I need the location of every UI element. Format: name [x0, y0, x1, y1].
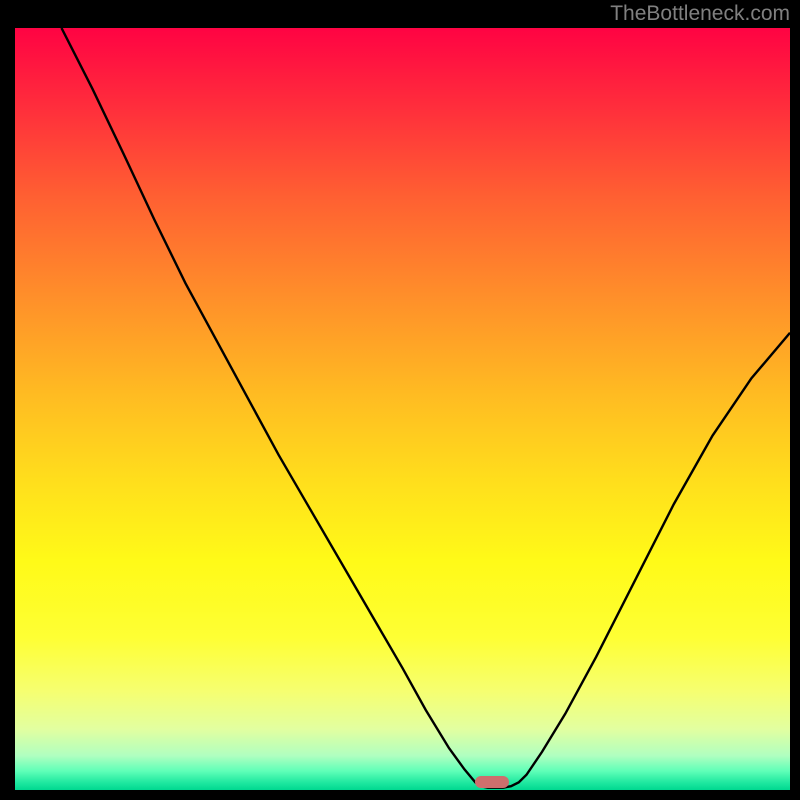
- chart-container: TheBottleneck.com: [0, 0, 800, 800]
- curve-path: [62, 28, 791, 788]
- optimum-marker: [475, 776, 509, 788]
- plot-area: [15, 28, 790, 790]
- watermark-text: TheBottleneck.com: [610, 2, 790, 26]
- bottleneck-curve: [15, 28, 790, 790]
